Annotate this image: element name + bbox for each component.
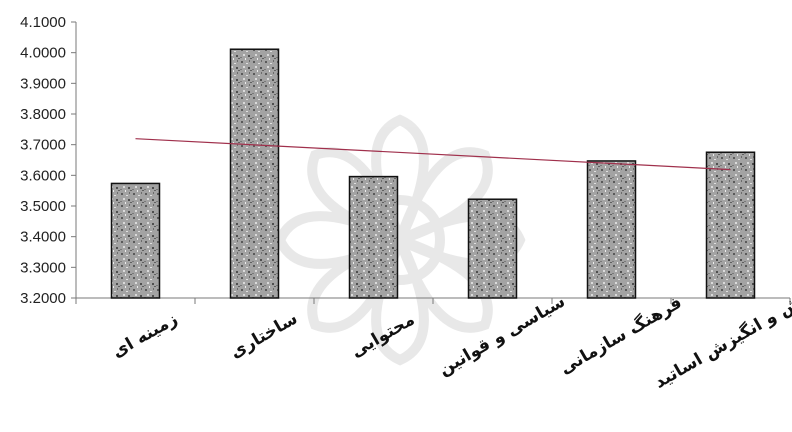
bar xyxy=(586,160,637,299)
bar xyxy=(705,151,756,299)
x-category-label: زمینه ای xyxy=(109,309,181,362)
y-tick-label: 3.2000 xyxy=(20,290,66,307)
x-category-labels: زمینه ای ساختاری محتوایی سیاسی و قوانینفرهن… xyxy=(109,278,792,393)
x-category-label: سیاسی و قوانین xyxy=(435,291,569,380)
bar xyxy=(110,182,161,299)
y-tick-label: 3.9000 xyxy=(20,75,66,92)
y-tick-label: 3.4000 xyxy=(20,229,66,246)
bars xyxy=(110,48,756,299)
watermark-petal xyxy=(274,211,403,269)
x-category-label: فرهنگ سازمانی xyxy=(556,292,685,379)
watermark-petal xyxy=(395,235,493,333)
axes xyxy=(71,21,791,304)
bar xyxy=(467,198,518,299)
trendline-line xyxy=(135,138,731,171)
watermark-petal xyxy=(397,211,526,269)
watermark-petal xyxy=(395,147,493,245)
y-tick-label: 3.3000 xyxy=(20,259,66,276)
y-tick-label: 3.8000 xyxy=(20,106,66,123)
y-tick-label: 3.5000 xyxy=(20,198,66,215)
bar xyxy=(348,175,399,299)
y-tick-labels: 3.2000 3.3000 3.4000 3.5000 3.6000 3.7000 3.80… xyxy=(20,14,66,307)
bar xyxy=(229,48,280,299)
y-tick-label: 4.1000 xyxy=(20,14,66,31)
y-tick-label: 3.6000 xyxy=(20,167,66,184)
y-tick-label: 4.0000 xyxy=(20,45,66,62)
y-tick-label: 3.7000 xyxy=(20,137,66,154)
x-category-label: ساختاری xyxy=(227,308,301,362)
trendline xyxy=(135,138,731,171)
